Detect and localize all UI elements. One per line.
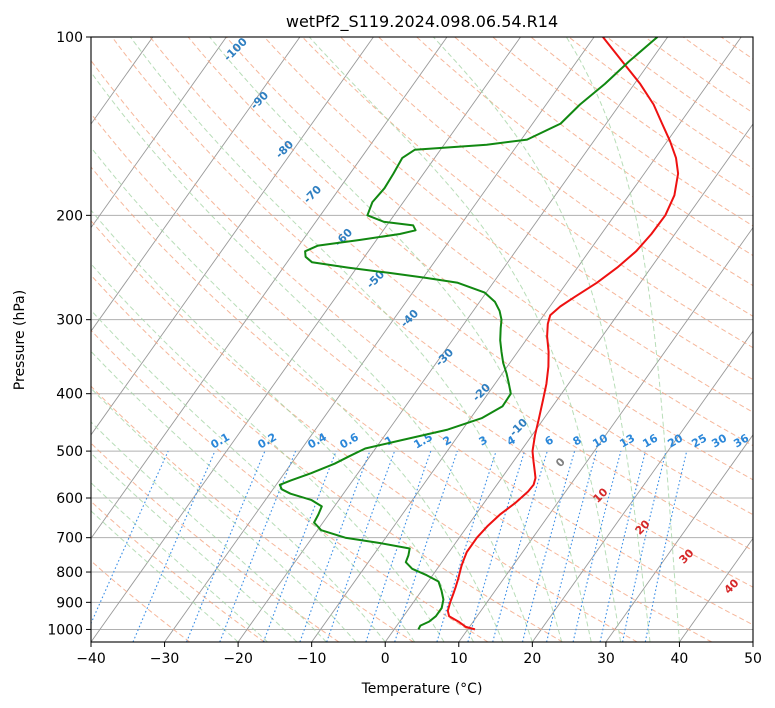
mixing-ratio-line	[91, 450, 169, 625]
dry-adiabat	[91, 500, 265, 642]
moist-adiabat	[129, 37, 563, 642]
isotherm-gridline	[91, 37, 521, 642]
isotherm-gridline	[91, 37, 374, 436]
x-tick-label: 0	[381, 651, 390, 667]
mixing-ratio-line	[299, 450, 371, 642]
dry-adiabat	[568, 37, 753, 170]
dry-adiabat	[492, 37, 753, 227]
x-axis-label: Temperature (°C)	[361, 681, 483, 697]
dry-adiabat	[91, 166, 713, 642]
moist-adiabat	[91, 71, 533, 642]
dry-adiabat	[340, 37, 753, 349]
dry-adiabat	[91, 59, 753, 588]
mixing-ratio-line	[467, 450, 526, 642]
y-tick-label: 500	[56, 444, 83, 460]
moist-adiabat	[565, 37, 680, 642]
moist-adiabat	[91, 350, 386, 642]
moist-adiabat	[91, 421, 327, 642]
y-tick-label: 200	[56, 208, 83, 224]
mixing-ratio-line	[572, 450, 622, 642]
y-tick-label: 600	[56, 491, 83, 507]
mixing-ratio-line	[436, 450, 497, 642]
y-tick-label: 700	[56, 531, 83, 547]
isotherm-gridline	[91, 37, 301, 332]
isotherm-gridline	[679, 537, 753, 642]
y-tick-label: 100	[56, 30, 83, 46]
dry-adiabat	[187, 37, 753, 481]
moist-adiabat	[91, 146, 504, 642]
x-tick-label: −30	[150, 651, 180, 667]
moist-adiabat	[433, 37, 651, 642]
dry-adiabat	[91, 385, 414, 642]
temperature-line	[446, 37, 680, 631]
isotherm-gridline	[91, 37, 227, 229]
y-tick-label: 400	[56, 387, 83, 403]
x-tick-label: 30	[597, 651, 615, 667]
dry-adiabat	[606, 37, 753, 141]
x-axis: −40 −30 −20 −10 0 10 20 30 40 50	[76, 642, 762, 667]
dry-adiabat	[302, 37, 753, 381]
y-tick-label: 800	[56, 565, 83, 581]
sounding-series	[278, 37, 680, 631]
plot-frame	[90, 36, 754, 643]
x-tick-label: −10	[297, 651, 327, 667]
moist-adiabat	[91, 387, 357, 642]
isotherm-gridline	[605, 434, 753, 642]
y-axis: 1000 900 800 700 600 500 400 300 200 100	[47, 30, 91, 638]
dewpoint-line	[278, 37, 659, 630]
mixing-ratio-line	[394, 450, 458, 642]
moist-adiabat	[91, 263, 445, 642]
isotherm-gridline	[91, 37, 448, 540]
isotherm-gridline	[164, 37, 595, 642]
dry-adiabat	[264, 37, 753, 413]
dry-adiabat	[378, 37, 753, 317]
mixing-ratio-line	[622, 450, 667, 642]
moist-adiabat	[308, 37, 622, 642]
mixing-ratio-line	[599, 450, 647, 642]
x-tick-label: 40	[671, 651, 689, 667]
x-tick-label: 50	[744, 651, 762, 667]
dry-adiabat	[91, 220, 638, 642]
background-lines	[91, 37, 753, 642]
dry-adiabat	[91, 442, 340, 642]
y-axis-label: Pressure (hPa)	[12, 290, 28, 390]
chart-title: wetPf2_S119.2024.098.06.54.R14	[286, 12, 558, 32]
y-tick-label: 900	[56, 595, 83, 611]
x-tick-label: −20	[223, 651, 253, 667]
mixing-ratio-line	[492, 450, 548, 642]
x-tick-label: −40	[76, 651, 106, 667]
isotherm-gridline	[384, 123, 753, 642]
y-tick-label: 300	[56, 313, 83, 329]
x-tick-label: 20	[523, 651, 541, 667]
y-tick-label: 1000	[47, 622, 83, 638]
isotherm-gridline	[237, 37, 669, 642]
moist-adiabat	[209, 37, 592, 642]
mixing-ratio-line	[326, 450, 396, 642]
mixing-ratio-line	[546, 450, 598, 642]
dry-adiabat	[149, 37, 753, 516]
mixing-ratio-line	[132, 450, 216, 642]
mixing-ratio-line	[644, 450, 688, 642]
dry-adiabat	[91, 112, 753, 626]
isotherm-gridline	[531, 330, 753, 642]
mixing-ratio-line	[521, 450, 576, 642]
dry-adiabat	[416, 37, 753, 287]
x-tick-label: 10	[450, 651, 468, 667]
moist-adiabat	[91, 309, 416, 642]
